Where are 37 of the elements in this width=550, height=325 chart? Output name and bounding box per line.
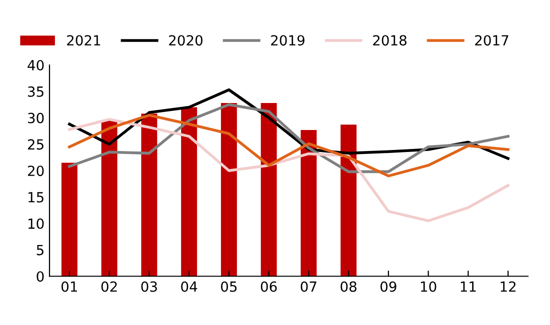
x-tick-label: 06 [260, 281, 277, 292]
bar [260, 103, 277, 276]
legend-label: 2017 [475, 35, 508, 46]
y-tick-label: 15 [28, 192, 44, 203]
x-tick-label: 10 [421, 281, 436, 292]
legend-label: 2018 [373, 35, 406, 46]
bar [340, 124, 357, 276]
bar [220, 103, 237, 276]
x-tick-label: 11 [460, 282, 476, 292]
bar [141, 114, 158, 276]
y-tick-label: 20 [28, 166, 44, 176]
legend-label: 2019 [271, 35, 304, 46]
y-tick-label: 10 [28, 218, 44, 229]
y-tick-label: 35 [28, 86, 44, 97]
y-tick-label: 40 [28, 60, 44, 70]
y-tick-label: 5 [36, 244, 44, 256]
line-series [68, 114, 510, 178]
bar [101, 120, 118, 276]
x-tick-label: 04 [181, 281, 198, 292]
x-tick-label: 08 [340, 281, 356, 292]
legend-label: 2020 [169, 35, 202, 46]
x-tick-label: 09 [380, 281, 396, 292]
x-tick-label: 12 [500, 281, 516, 292]
x-tick-label: 05 [221, 281, 237, 292]
bar [300, 130, 317, 276]
x-tick-label: 01 [62, 281, 77, 292]
y-tick-label: 25 [28, 139, 44, 150]
line-series [68, 103, 510, 174]
x-tick-label: 03 [141, 281, 157, 292]
bar [181, 107, 198, 276]
legend-label: 2021 [67, 35, 100, 46]
y-tick-label: 30 [28, 112, 44, 124]
x-tick-label: 07 [300, 281, 316, 292]
bar [61, 162, 78, 276]
x-tick-label: 02 [101, 281, 117, 292]
line-series [68, 118, 510, 222]
y-tick-label: 0 [36, 271, 44, 282]
